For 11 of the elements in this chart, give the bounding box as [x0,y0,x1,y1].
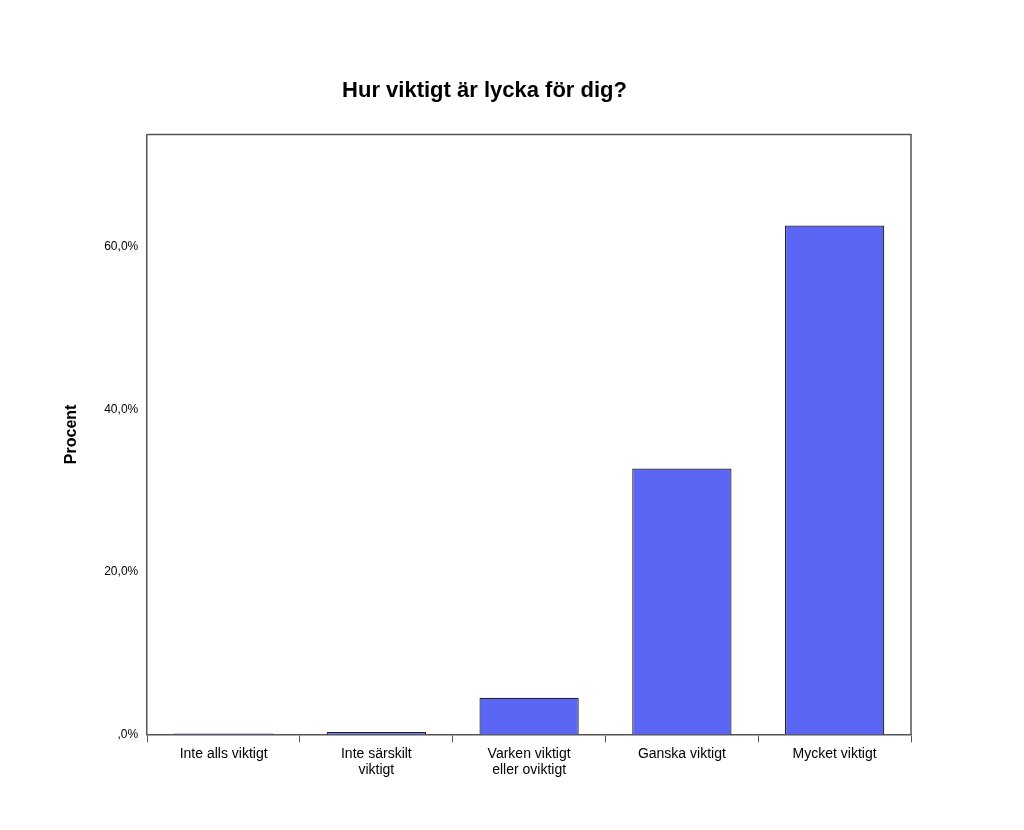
x-tick-label: Inte särskilt viktigt [340,744,412,778]
y-axis-title: Procent [62,403,80,465]
y-tick-label: ,0% [117,726,139,741]
chart-title: Hur viktigt är lycka för dig? [342,77,627,103]
y-tick-label: 20,0% [104,564,139,579]
x-tick-label: Inte alls viktigt [179,744,268,761]
y-tick-label: 60,0% [104,238,139,253]
x-tick-label: Varken viktigt eller oviktigt [487,744,571,778]
y-tick-label: 40,0% [104,401,139,416]
x-tick-label: Ganska viktigt [637,744,726,761]
x-tick-label: Mycket viktigt [792,744,877,761]
